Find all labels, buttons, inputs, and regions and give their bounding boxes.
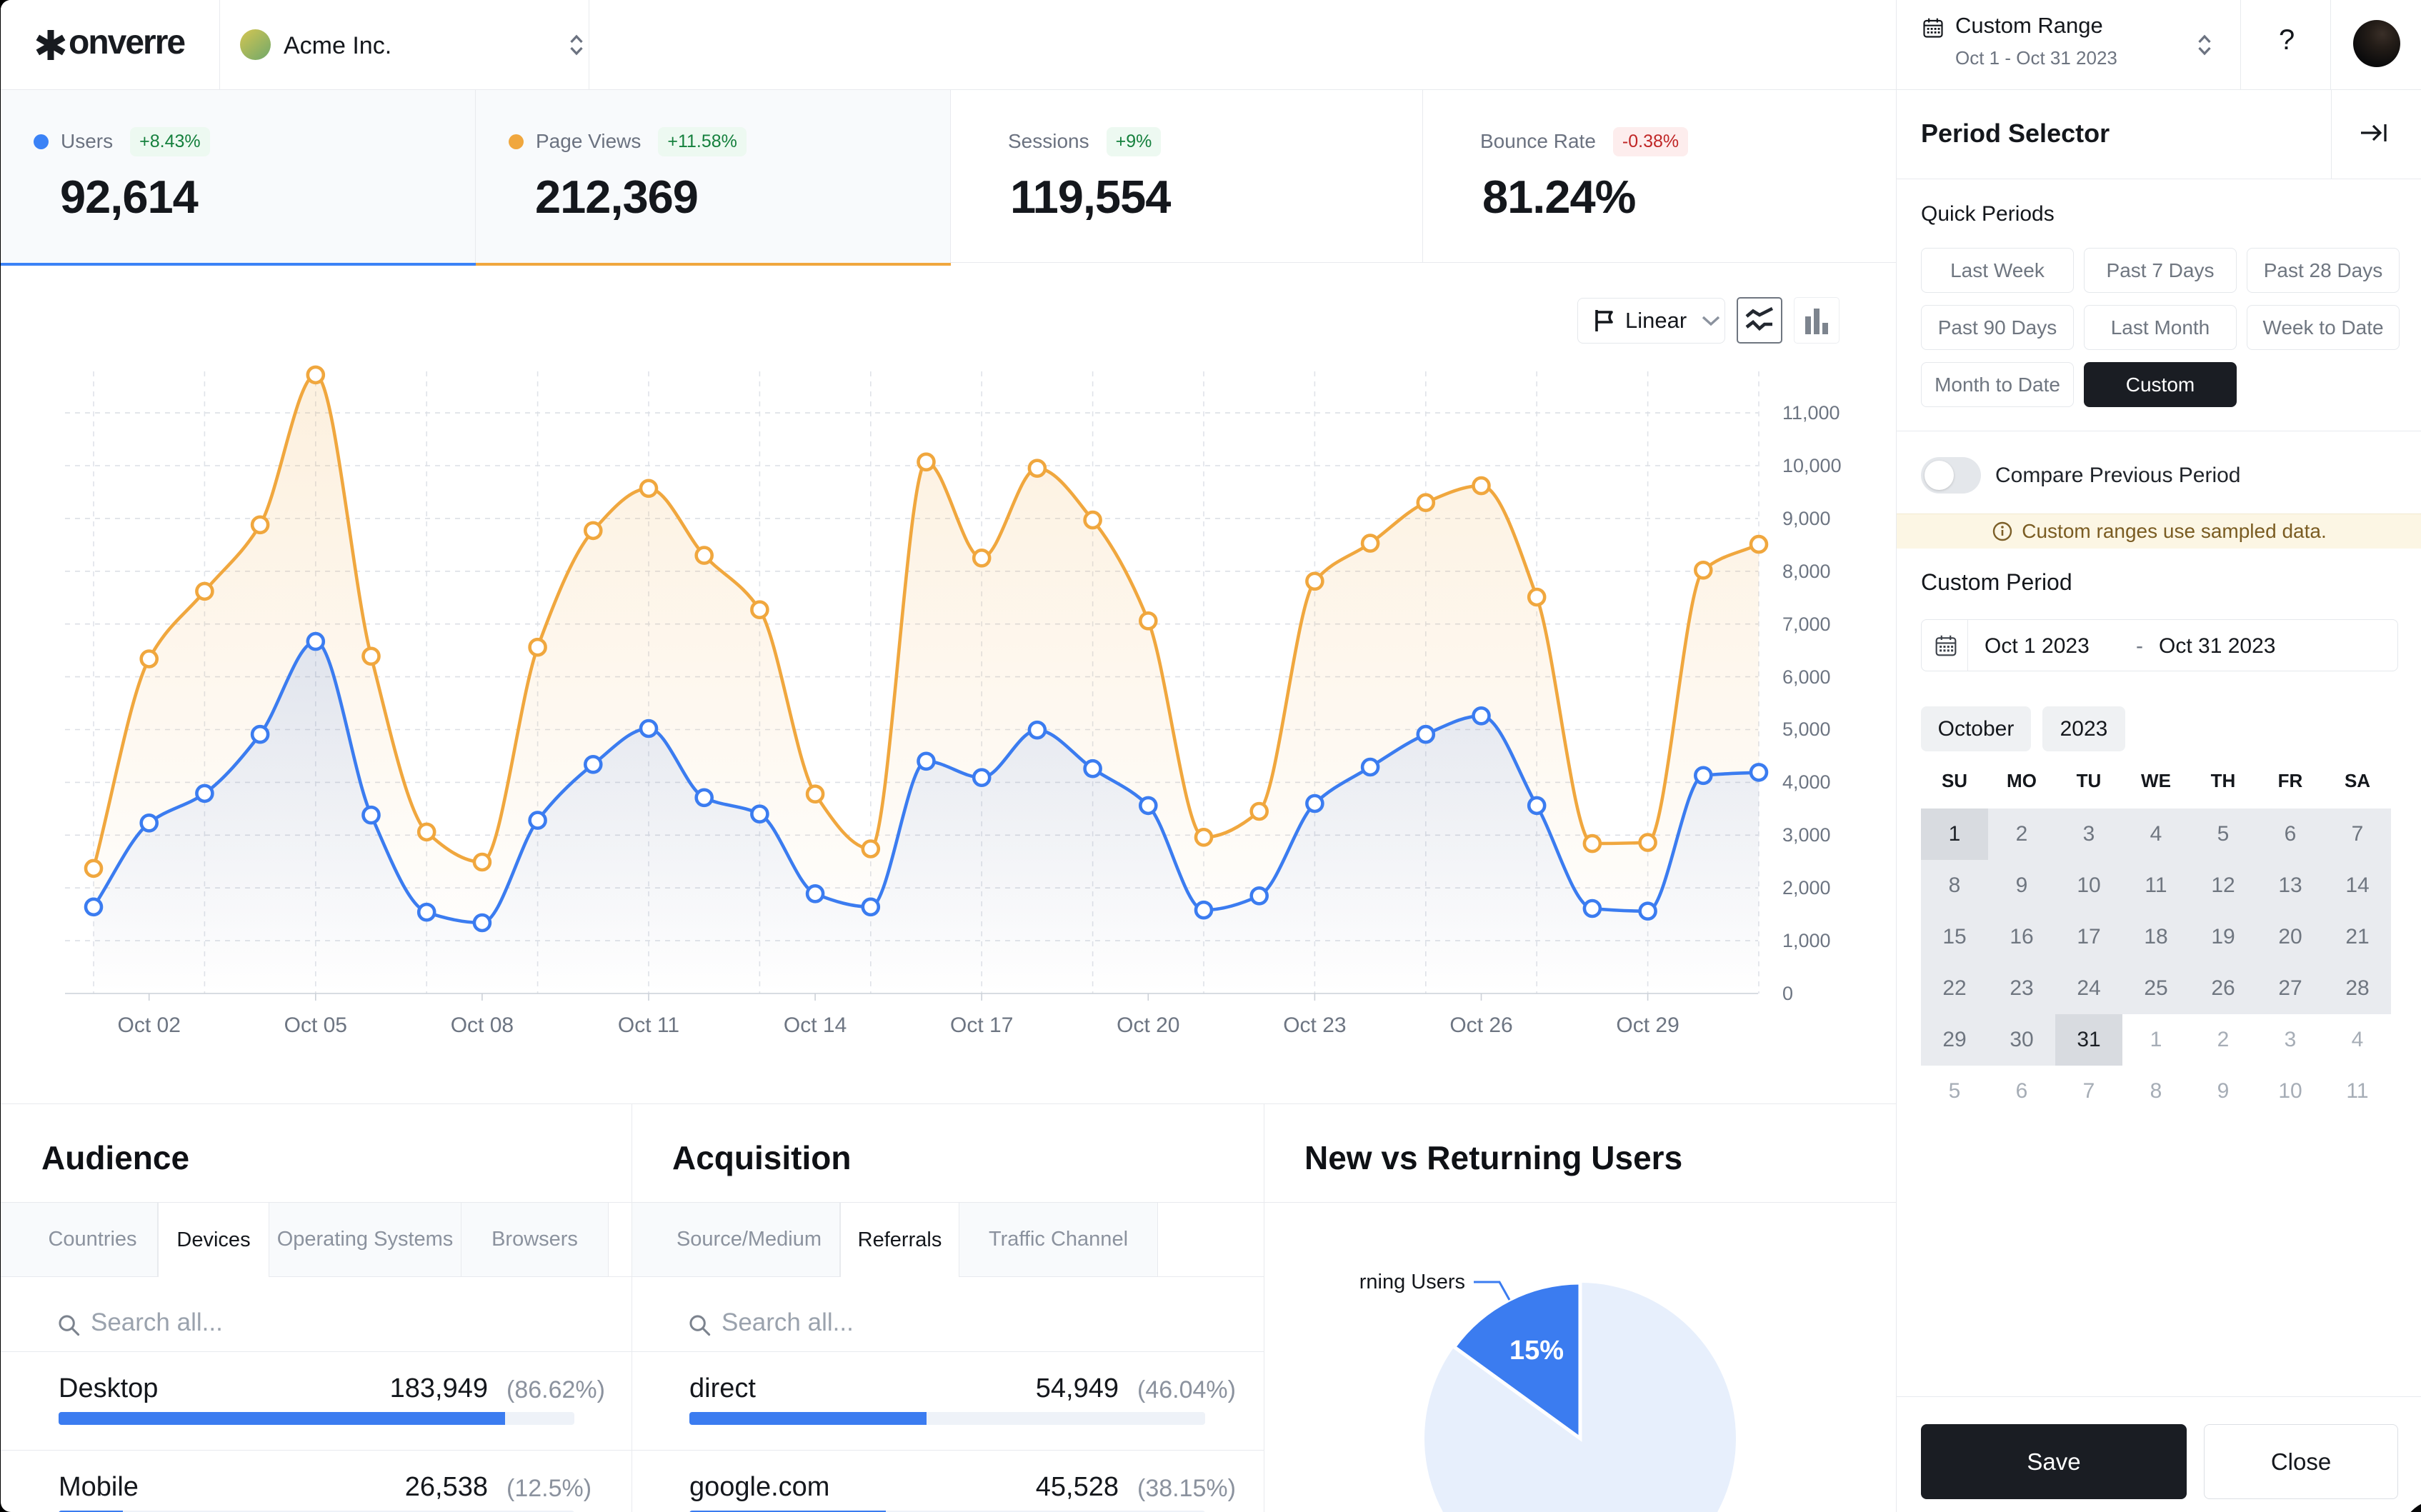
svg-text:Oct 08: Oct 08: [451, 1013, 514, 1037]
svg-text:Oct 14: Oct 14: [784, 1013, 847, 1037]
svg-text:Oct 23: Oct 23: [1283, 1013, 1346, 1037]
svg-text:Oct 26: Oct 26: [1449, 1013, 1512, 1037]
svg-text:2,000: 2,000: [1782, 877, 1831, 898]
svg-text:15%: 15%: [1509, 1336, 1564, 1366]
svg-text:7,000: 7,000: [1782, 614, 1831, 635]
svg-text:Oct 11: Oct 11: [618, 1013, 679, 1037]
svg-text:Oct 02: Oct 02: [118, 1013, 181, 1037]
svg-text:11,000: 11,000: [1782, 402, 1840, 424]
svg-text:8,000: 8,000: [1782, 561, 1831, 582]
svg-text:6,000: 6,000: [1782, 666, 1831, 688]
svg-text:1,000: 1,000: [1782, 930, 1831, 951]
svg-text:Oct 29: Oct 29: [1616, 1013, 1679, 1037]
svg-text:4,000: 4,000: [1782, 771, 1831, 793]
svg-text:5,000: 5,000: [1782, 719, 1831, 740]
svg-text:Oct 05: Oct 05: [284, 1013, 347, 1037]
svg-text:3,000: 3,000: [1782, 824, 1831, 846]
svg-text:0: 0: [1782, 983, 1793, 1004]
svg-text:10,000: 10,000: [1782, 455, 1842, 476]
svg-text:Oct 20: Oct 20: [1117, 1013, 1179, 1037]
svg-text:Oct 17: Oct 17: [950, 1013, 1013, 1037]
svg-text:9,000: 9,000: [1782, 508, 1831, 529]
